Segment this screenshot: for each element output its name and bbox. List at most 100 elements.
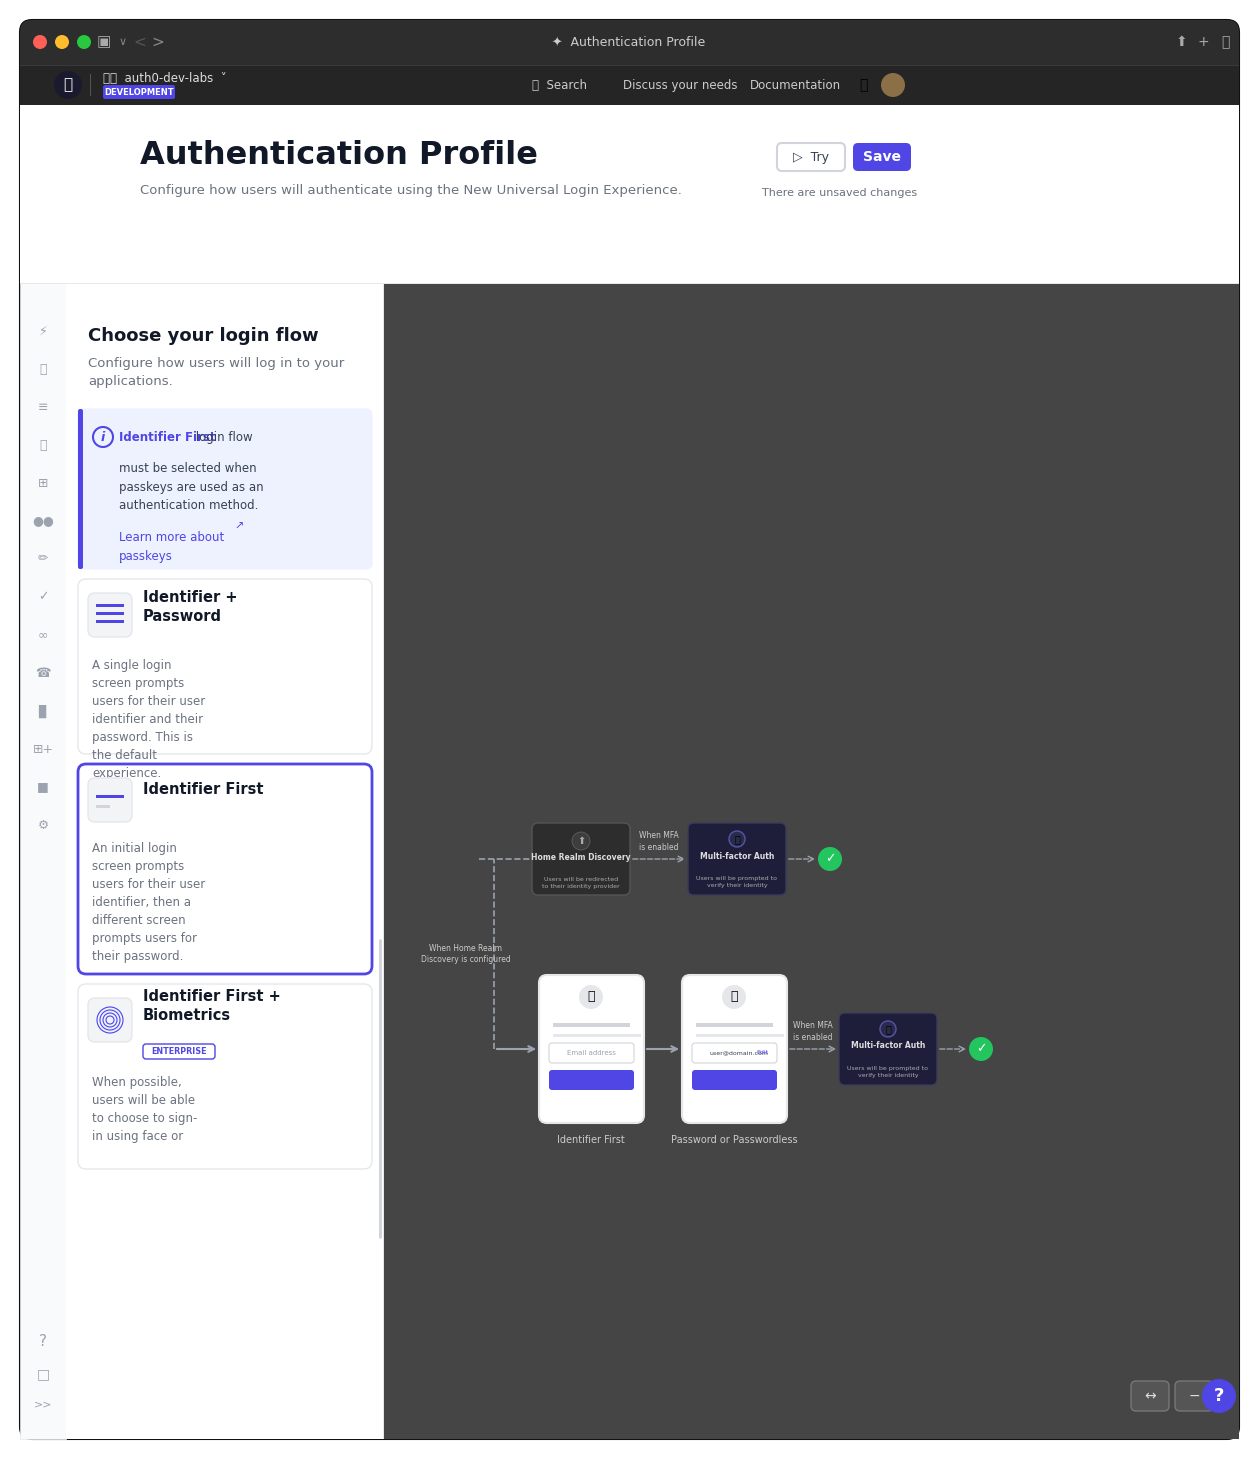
- FancyBboxPatch shape: [687, 823, 786, 894]
- Text: 🔒: 🔒: [730, 991, 738, 1004]
- Text: There are unsaved changes: There are unsaved changes: [763, 188, 918, 198]
- FancyBboxPatch shape: [549, 1069, 635, 1090]
- Bar: [96, 611, 123, 616]
- Text: When MFA
is enabled: When MFA is enabled: [793, 1021, 833, 1042]
- Text: i: i: [101, 430, 104, 444]
- Bar: [20, 42, 1239, 66]
- Text: ⊞+: ⊞+: [33, 743, 54, 756]
- Bar: [96, 604, 123, 607]
- Circle shape: [1202, 1379, 1236, 1412]
- Circle shape: [729, 832, 745, 848]
- Text: Edit: Edit: [757, 1050, 769, 1055]
- Text: 🔒: 🔒: [39, 439, 47, 451]
- Circle shape: [55, 35, 69, 50]
- FancyBboxPatch shape: [78, 983, 371, 1169]
- Circle shape: [33, 35, 47, 50]
- FancyBboxPatch shape: [854, 143, 912, 171]
- Text: Identifier +
Password: Identifier + Password: [144, 589, 238, 624]
- Text: Home Realm Discovery: Home Realm Discovery: [531, 852, 631, 861]
- Circle shape: [969, 1037, 993, 1061]
- Text: ▣: ▣: [97, 35, 111, 50]
- Text: Configure how users will log in to your
applications.: Configure how users will log in to your …: [88, 356, 344, 388]
- Text: When MFA
is enabled: When MFA is enabled: [640, 832, 679, 852]
- FancyBboxPatch shape: [20, 20, 1239, 1439]
- Text: +: +: [1197, 35, 1209, 50]
- Text: ✓: ✓: [38, 591, 48, 604]
- Text: ⛨: ⛨: [63, 77, 73, 92]
- FancyBboxPatch shape: [682, 975, 787, 1123]
- Text: Learn more about
passkeys: Learn more about passkeys: [120, 531, 224, 563]
- Circle shape: [96, 1007, 123, 1034]
- FancyBboxPatch shape: [78, 579, 371, 754]
- Text: Choose your login flow: Choose your login flow: [88, 327, 319, 344]
- Text: Identifier First +
Biometrics: Identifier First + Biometrics: [144, 989, 281, 1023]
- Text: −: −: [1188, 1389, 1200, 1404]
- Bar: [96, 620, 123, 623]
- Circle shape: [572, 832, 590, 851]
- Bar: [65, 285, 384, 1439]
- Text: DEVELOPMENT: DEVELOPMENT: [104, 88, 174, 96]
- Text: ⬆: ⬆: [1175, 35, 1187, 50]
- Text: user@domain.com: user@domain.com: [710, 1050, 769, 1055]
- Text: 🛡: 🛡: [734, 835, 740, 843]
- Bar: [96, 795, 123, 798]
- Text: Multi-factor Auth: Multi-factor Auth: [851, 1042, 925, 1050]
- Bar: [20, 66, 1239, 105]
- Text: When Home Realm
Discovery is configured: When Home Realm Discovery is configured: [421, 944, 511, 964]
- Text: ?: ?: [39, 1334, 47, 1348]
- Text: ✦  Authentication Profile: ✦ Authentication Profile: [553, 35, 705, 48]
- Bar: [553, 1023, 630, 1027]
- Circle shape: [77, 35, 91, 50]
- Text: 🛡: 🛡: [885, 1024, 891, 1034]
- Text: Identifier First: Identifier First: [558, 1135, 624, 1145]
- FancyBboxPatch shape: [549, 1043, 635, 1064]
- Circle shape: [721, 985, 747, 1010]
- Text: Save: Save: [862, 150, 901, 163]
- Text: ENTERPRISE: ENTERPRISE: [151, 1046, 206, 1055]
- Text: When possible,
users will be able
to choose to sign-
in using face or: When possible, users will be able to cho…: [92, 1075, 198, 1142]
- Text: Email address: Email address: [567, 1050, 616, 1056]
- Bar: [384, 285, 1239, 1439]
- FancyBboxPatch shape: [692, 1069, 777, 1090]
- Text: ▷  Try: ▷ Try: [793, 150, 828, 163]
- Text: <: <: [133, 35, 146, 50]
- FancyBboxPatch shape: [88, 778, 132, 821]
- Text: ●●: ●●: [33, 515, 54, 528]
- Text: 👤: 👤: [587, 991, 594, 1004]
- Text: .: .: [120, 553, 122, 566]
- Text: ∞: ∞: [38, 629, 48, 642]
- Text: Authentication Profile: Authentication Profile: [140, 140, 538, 171]
- FancyBboxPatch shape: [539, 975, 645, 1123]
- FancyBboxPatch shape: [88, 592, 132, 638]
- Text: Discuss your needs: Discuss your needs: [623, 79, 738, 92]
- Text: Users will be redirected
to their identity provider: Users will be redirected to their identi…: [543, 877, 619, 889]
- Text: ⚙: ⚙: [38, 818, 49, 832]
- Text: Users will be prompted to
verify their identity: Users will be prompted to verify their i…: [847, 1067, 928, 1078]
- Text: Users will be prompted to
verify their identity: Users will be prompted to verify their i…: [696, 877, 778, 887]
- Text: 🔍  Search: 🔍 Search: [533, 79, 588, 92]
- Text: Multi-factor Auth: Multi-factor Auth: [700, 852, 774, 861]
- Text: >>: >>: [34, 1399, 53, 1409]
- Bar: [553, 1034, 641, 1037]
- Text: ⊞: ⊞: [38, 477, 48, 490]
- Circle shape: [880, 1021, 896, 1037]
- Bar: [96, 805, 110, 808]
- Text: ?: ?: [1214, 1388, 1224, 1405]
- FancyBboxPatch shape: [78, 765, 371, 975]
- Text: ∨: ∨: [118, 36, 127, 47]
- Text: ⚡: ⚡: [39, 324, 48, 337]
- Text: ↗: ↗: [234, 522, 243, 533]
- FancyBboxPatch shape: [692, 1043, 777, 1064]
- Text: □: □: [37, 1367, 49, 1382]
- Text: ▊: ▊: [38, 705, 48, 718]
- Text: ✏: ✏: [38, 553, 48, 566]
- Text: ■: ■: [37, 781, 49, 794]
- Text: Identifier First: Identifier First: [144, 782, 263, 797]
- Bar: [696, 1034, 784, 1037]
- Text: must be selected when
passkeys are used as an
authentication method.: must be selected when passkeys are used …: [120, 463, 263, 512]
- FancyBboxPatch shape: [88, 998, 132, 1042]
- Text: 🇺🇸  auth0-dev-labs  ˅: 🇺🇸 auth0-dev-labs ˅: [103, 71, 227, 85]
- Text: ⬆: ⬆: [577, 836, 585, 846]
- Text: ⧉: ⧉: [1221, 35, 1229, 50]
- FancyBboxPatch shape: [1131, 1382, 1170, 1411]
